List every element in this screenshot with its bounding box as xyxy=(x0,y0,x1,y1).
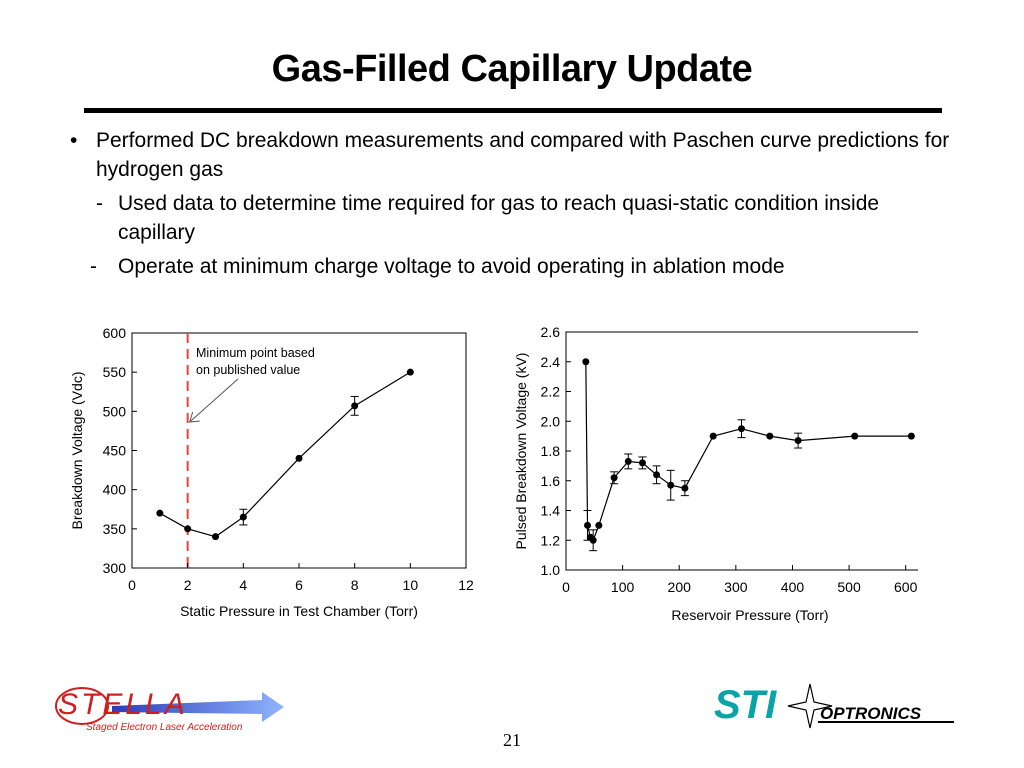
bullet-main: • Performed DC breakdown measurements an… xyxy=(70,126,950,184)
breakdown-voltage-chart: 300 350 400 450 500 550 600 0 2 4 6 8 10 12 Minimum p… xyxy=(60,318,500,633)
data-point xyxy=(610,474,618,482)
series-line xyxy=(159,371,411,538)
x-tick-label: 8 xyxy=(351,577,359,593)
sub-bullet-1-text: Used data to determine time required for… xyxy=(118,192,880,244)
x-tick-label: 6 xyxy=(295,577,303,593)
data-point xyxy=(156,509,164,517)
y-tick-label: 1.0 xyxy=(541,562,561,578)
y-tick-label: 2.0 xyxy=(541,413,561,429)
bullet-list: • Performed DC breakdown measurements an… xyxy=(70,126,950,281)
x-tick-label: 12 xyxy=(458,577,474,593)
y-tick-label: 450 xyxy=(103,443,127,459)
sti-logo-graphic: STI OPTRONICS xyxy=(714,683,954,729)
data-point xyxy=(351,402,359,410)
optronics-wordmark: OPTRONICS xyxy=(820,704,922,723)
sub-bullet-2: - Operate at minimum charge voltage to a… xyxy=(70,252,950,281)
x-axis-label: Static Pressure in Test Chamber (Torr) xyxy=(180,603,418,619)
y-tick-label: 500 xyxy=(103,403,127,419)
sub-bullet-2-text: Operate at minimum charge voltage to avo… xyxy=(118,255,785,278)
y-tick-label: 1.2 xyxy=(541,532,561,548)
x-tick-label: 500 xyxy=(837,579,861,595)
chart-static-pressure: 300 350 400 450 500 550 600 0 2 4 6 8 10 12 Minimum p… xyxy=(69,325,474,619)
y-tick-label: 600 xyxy=(103,325,127,341)
chart-reservoir-pressure: 1.0 1.2 1.4 1.6 1.8 2.0 2.2 2.4 2.6 0 100 200 300 400… xyxy=(513,324,935,623)
annotation-text-line2: on published value xyxy=(196,363,300,377)
data-point xyxy=(406,368,414,376)
sti-optronics-logo: STI OPTRONICS xyxy=(714,680,964,730)
data-point xyxy=(738,425,746,433)
stella-logo-graphic: STELLA Staged Electron Laser Acceleratio… xyxy=(55,687,284,733)
y-tick-label: 2.4 xyxy=(541,354,561,370)
data-point xyxy=(681,484,689,492)
x-tick-label: 600 xyxy=(894,579,918,595)
data-point xyxy=(184,525,192,533)
star-icon xyxy=(787,683,833,729)
data-point xyxy=(851,432,859,440)
y-tick-label: 550 xyxy=(103,364,127,380)
y-tick-label: 400 xyxy=(103,482,127,498)
page-number: 21 xyxy=(503,730,521,750)
y-tick-label: 1.6 xyxy=(541,473,561,489)
slide-title: Gas-Filled Capillary Update xyxy=(271,48,753,90)
x-tick-label: 400 xyxy=(781,579,805,595)
data-point xyxy=(766,432,774,440)
data-point xyxy=(595,521,603,529)
y-tick-label: 300 xyxy=(103,560,127,576)
pulsed-breakdown-chart: 1.0 1.2 1.4 1.6 1.8 2.0 2.2 2.4 2.6 0 100 200 300 400… xyxy=(508,318,935,638)
sub-bullet-1: - Used data to determine time required f… xyxy=(70,189,950,247)
annotation-arrowhead xyxy=(188,411,200,423)
x-tick-label: 0 xyxy=(128,577,136,593)
x-tick-label: 100 xyxy=(611,579,635,595)
dash-icon: - xyxy=(96,192,103,215)
sti-wordmark: STI xyxy=(714,683,777,727)
x-tick-label: 2 xyxy=(184,577,192,593)
data-point xyxy=(239,513,247,521)
title-underline xyxy=(84,108,942,113)
bullet-main-text: Performed DC breakdown measurements and … xyxy=(96,129,950,181)
arrow-icon xyxy=(112,692,284,722)
y-axis-label: Breakdown Voltage (Vdc) xyxy=(69,372,85,530)
data-point xyxy=(653,471,661,479)
y-tick-label: 350 xyxy=(103,521,127,537)
plot-frame xyxy=(565,331,935,571)
x-tick-label: 0 xyxy=(562,579,570,595)
data-point xyxy=(589,536,597,544)
stella-logo: STELLA Staged Electron Laser Acceleratio… xyxy=(52,680,292,738)
data-point xyxy=(624,457,632,465)
x-axis-label: Reservoir Pressure (Torr) xyxy=(671,607,828,623)
series-line xyxy=(585,361,912,542)
data-point xyxy=(709,432,717,440)
annotation-arrow xyxy=(189,378,239,423)
stella-subtitle: Staged Electron Laser Acceleration xyxy=(86,722,243,733)
y-tick-label: 1.8 xyxy=(541,443,561,459)
bullet-dot-icon: • xyxy=(70,129,78,152)
data-point xyxy=(212,533,219,541)
data-point xyxy=(638,459,646,467)
data-point xyxy=(907,432,915,440)
y-tick-label: 1.4 xyxy=(541,503,561,519)
data-point xyxy=(794,437,802,445)
x-tick-label: 300 xyxy=(724,579,748,595)
y-tick-label: 2.2 xyxy=(541,384,561,400)
data-point xyxy=(295,454,303,462)
x-tick-label: 10 xyxy=(403,577,419,593)
data-point xyxy=(582,358,590,366)
x-tick-label: 4 xyxy=(239,577,247,593)
stella-wordmark: STELLA xyxy=(58,688,188,721)
y-axis-label: Pulsed Breakdown Voltage (kV) xyxy=(513,353,529,550)
annotation-text-line1: Minimum point based xyxy=(196,346,315,360)
y-tick-label: 2.6 xyxy=(541,324,561,340)
dash-icon: - xyxy=(90,255,97,278)
orbit-icon xyxy=(55,687,109,725)
x-tick-label: 200 xyxy=(668,579,692,595)
data-point xyxy=(584,521,592,529)
data-point xyxy=(667,481,675,489)
